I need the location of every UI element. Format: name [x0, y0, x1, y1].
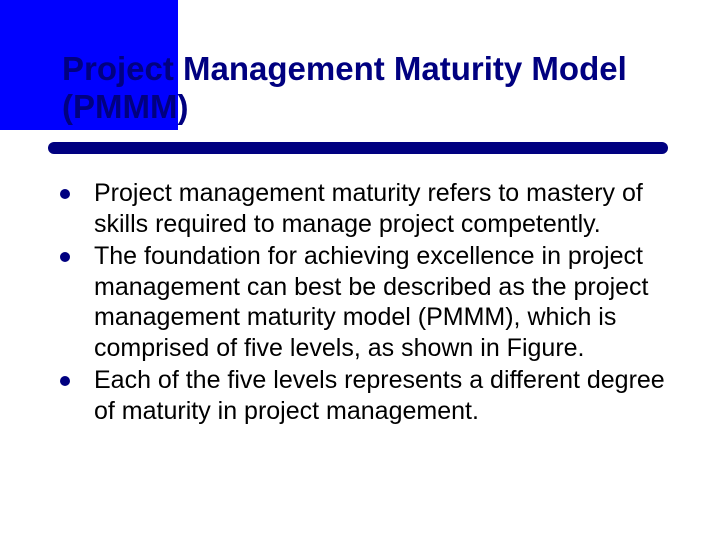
list-item: Project management maturity refers to ma…: [60, 178, 690, 239]
list-item: The foundation for achieving excellence …: [60, 241, 690, 363]
bullet-text: The foundation for achieving excellence …: [94, 241, 690, 363]
title-underline: [48, 142, 668, 154]
slide-title: Project Management Maturity Model (PMMM): [62, 50, 682, 126]
bullet-list: Project management maturity refers to ma…: [60, 178, 690, 428]
bullet-text: Each of the five levels represents a dif…: [94, 365, 690, 426]
bullet-text: Project management maturity refers to ma…: [94, 178, 690, 239]
bullet-dot-icon: [60, 189, 70, 199]
bullet-dot-icon: [60, 376, 70, 386]
list-item: Each of the five levels represents a dif…: [60, 365, 690, 426]
bullet-dot-icon: [60, 252, 70, 262]
